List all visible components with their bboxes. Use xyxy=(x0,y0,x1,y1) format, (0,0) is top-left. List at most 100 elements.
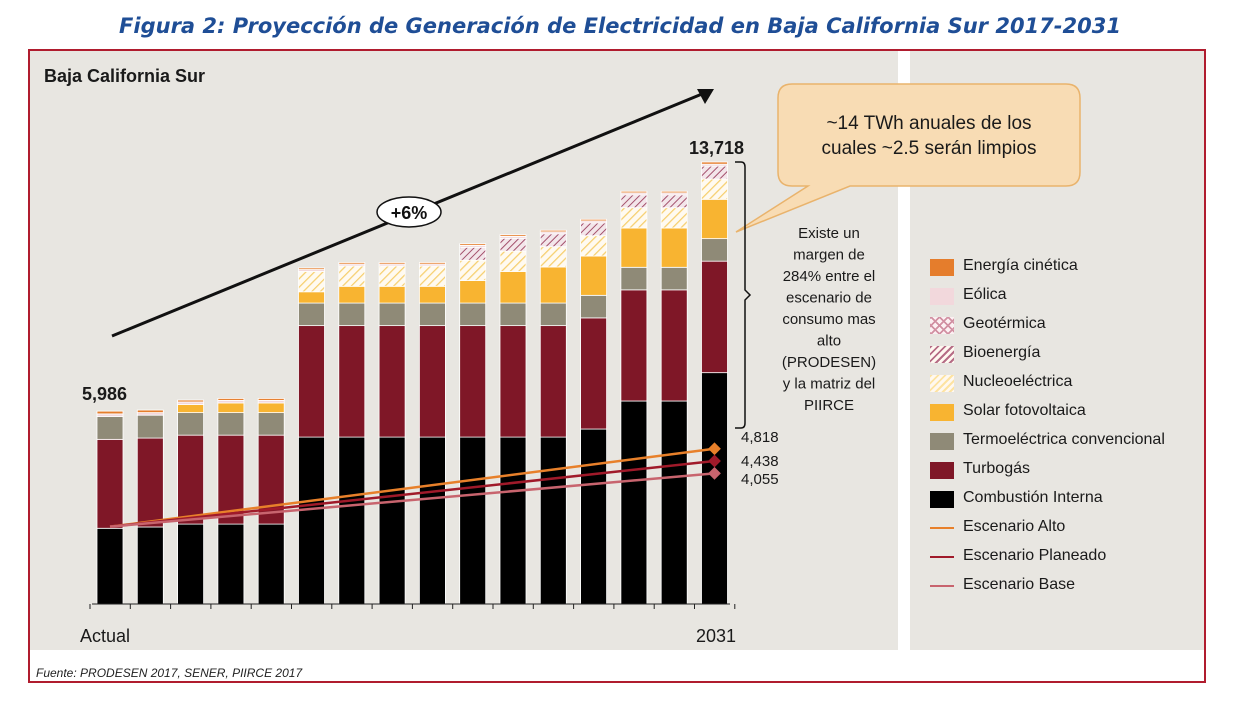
legend-swatch-turbogas xyxy=(930,462,954,479)
bar-segment-combustion-interna-5 xyxy=(257,523,285,605)
bar-segment-solar-fotovoltaica-5 xyxy=(257,402,285,414)
line-escenario-base xyxy=(109,472,715,528)
bar-segment-termoelectrica-convencional-7 xyxy=(338,302,366,327)
bar-segment-solar-fotovoltaica-7 xyxy=(338,285,366,304)
bar-segment-nucleoelectrica-10 xyxy=(459,259,487,281)
bar-segment-termoelectrica-convencional-1 xyxy=(96,416,124,440)
bar-segment-turbogas-3 xyxy=(177,434,205,525)
legend-label: Bioenergía xyxy=(963,344,1041,361)
bar-segment-energia-cinetica-7 xyxy=(338,262,366,265)
bar-segment-nucleoelectrica-7 xyxy=(338,265,366,287)
bar-segment-bioenergia-12 xyxy=(539,233,567,248)
margin-note-line-3: 284% entre el xyxy=(783,268,876,285)
bar-segment-combustion-interna-7 xyxy=(338,436,366,605)
bar-segment-turbogas-1 xyxy=(96,438,124,529)
bar-segment-energia-cinetica-11 xyxy=(499,234,527,237)
bar-segment-turbogas-9 xyxy=(418,325,446,438)
callout-line-1: ~14 TWh anuales de los xyxy=(826,113,1031,134)
legend-swatch-escenario-alto xyxy=(930,527,954,529)
bar-segment-nucleoelectrica-13 xyxy=(580,235,607,257)
bar-segment-bioenergia-13 xyxy=(580,222,607,237)
bar-segment-termoelectrica-convencional-10 xyxy=(459,302,487,327)
callout-bubble xyxy=(735,83,1081,233)
bar-segment-solar-fotovoltaica-12 xyxy=(539,266,567,304)
figure-title: Figura 2: Proyección de Generación de El… xyxy=(119,14,1121,38)
bar-segment-termoelectrica-convencional-3 xyxy=(177,412,205,436)
bar-segment-combustion-interna-4 xyxy=(217,523,245,605)
bar-segment-nucleoelectrica-12 xyxy=(539,246,567,268)
bar-segment-energia-cinetica-12 xyxy=(539,229,567,233)
legend-label: Nucleoeléctrica xyxy=(963,373,1073,390)
bar-segment-solar-fotovoltaica-16 xyxy=(701,198,728,240)
bar-segment-energia-cinetica-3 xyxy=(177,399,205,403)
bar-segment-energia-cinetica-16 xyxy=(701,161,728,165)
end-label-escenario-alto: 4,818 xyxy=(741,429,779,446)
bar-segment-nucleoelectrica-8 xyxy=(378,265,406,287)
x-tick-label-2031: 2031 xyxy=(696,626,736,646)
bar-segment-bioenergia-15 xyxy=(660,194,688,209)
bar-segment-turbogas-2 xyxy=(136,437,164,528)
bar-segment-termoelectrica-convencional-11 xyxy=(499,302,527,327)
x-tick-label-actual: Actual xyxy=(80,626,130,646)
bar-segment-solar-fotovoltaica-13 xyxy=(580,255,607,296)
bar-segment-nucleoelectrica-15 xyxy=(660,207,688,229)
bar-segment-turbogas-11 xyxy=(499,325,527,438)
end-label-escenario-base: 4,055 xyxy=(741,471,779,488)
bar-segment-solar-fotovoltaica-6 xyxy=(298,291,325,304)
bar-total-label-last: 13,718 xyxy=(689,138,744,158)
bar-segment-termoelectrica-convencional-13 xyxy=(580,294,607,319)
bar-segment-energia-cinetica-6 xyxy=(298,267,325,270)
bar-segment-combustion-interna-2 xyxy=(136,526,164,605)
bar-segment-solar-fotovoltaica-15 xyxy=(660,227,688,268)
legend-label: Combustión Interna xyxy=(963,489,1103,506)
legend-label: Termoeléctrica convencional xyxy=(963,431,1165,448)
bar-segment-termoelectrica-convencional-14 xyxy=(620,266,648,291)
bar-segment-combustion-interna-14 xyxy=(620,400,648,605)
bar-segment-termoelectrica-convencional-2 xyxy=(136,414,164,439)
legend-swatch-bioenergia xyxy=(930,346,954,363)
bar-segment-solar-fotovoltaica-4 xyxy=(217,402,245,414)
margin-note-line-8: y la matriz del xyxy=(783,376,876,393)
bar-segment-termoelectrica-convencional-5 xyxy=(257,412,285,436)
bar-segment-turbogas-10 xyxy=(459,325,487,438)
bar-segment-energia-cinetica-1 xyxy=(96,410,124,415)
legend-swatch-combustion-interna xyxy=(930,491,954,508)
bar-segment-solar-fotovoltaica-10 xyxy=(459,280,487,304)
legend-label: Solar fotovoltaica xyxy=(963,402,1086,419)
bar-segment-solar-fotovoltaica-14 xyxy=(620,227,648,268)
legend-label: Geotérmica xyxy=(963,315,1046,332)
bar-segment-nucleoelectrica-6 xyxy=(298,271,325,293)
legend-swatch-nucleoelectrica xyxy=(930,375,954,392)
bar-segment-termoelectrica-convencional-6 xyxy=(298,302,325,327)
bar-segment-termoelectrica-convencional-8 xyxy=(378,302,406,327)
x-ticks xyxy=(89,604,736,609)
margin-note-line-1: Existe un xyxy=(798,225,860,242)
source-note: Fuente: PRODESEN 2017, SENER, PIIRCE 201… xyxy=(36,666,303,680)
end-label-escenario-planeado: 4,438 xyxy=(741,453,779,470)
growth-badge-label: +6% xyxy=(391,203,428,223)
legend-label: Escenario Planeado xyxy=(963,547,1107,564)
bar-segment-bioenergia-16 xyxy=(701,165,728,180)
bar-segment-energia-cinetica-5 xyxy=(257,398,285,401)
line-escenario-alto xyxy=(109,447,715,528)
margin-note-line-7: (PRODESEN) xyxy=(782,354,876,371)
bar-segment-bioenergia-11 xyxy=(499,237,527,252)
bar-segment-solar-fotovoltaica-11 xyxy=(499,271,527,304)
legend-label: Escenario Alto xyxy=(963,518,1066,535)
bar-segment-nucleoelectrica-16 xyxy=(701,178,728,200)
bar-segment-combustion-interna-11 xyxy=(499,436,527,605)
bar-segment-combustion-interna-3 xyxy=(177,523,205,605)
bar-segment-bioenergia-14 xyxy=(620,194,648,209)
line-escenario-planeado xyxy=(109,459,715,528)
bar-segment-energia-cinetica-15 xyxy=(660,190,688,194)
bar-segment-combustion-interna-9 xyxy=(418,436,446,605)
legend-label: Energía cinética xyxy=(963,257,1078,274)
bar-segment-energia-cinetica-14 xyxy=(620,190,648,194)
legend-swatch-energia-cinetica xyxy=(930,259,954,276)
growth-arrow-head xyxy=(697,89,714,104)
legend-swatch-escenario-base xyxy=(930,585,954,587)
scenario-lines-layer xyxy=(109,442,721,528)
bar-segment-energia-cinetica-13 xyxy=(580,218,607,222)
callout-line-2: cuales ~2.5 serán limpios xyxy=(822,138,1037,159)
